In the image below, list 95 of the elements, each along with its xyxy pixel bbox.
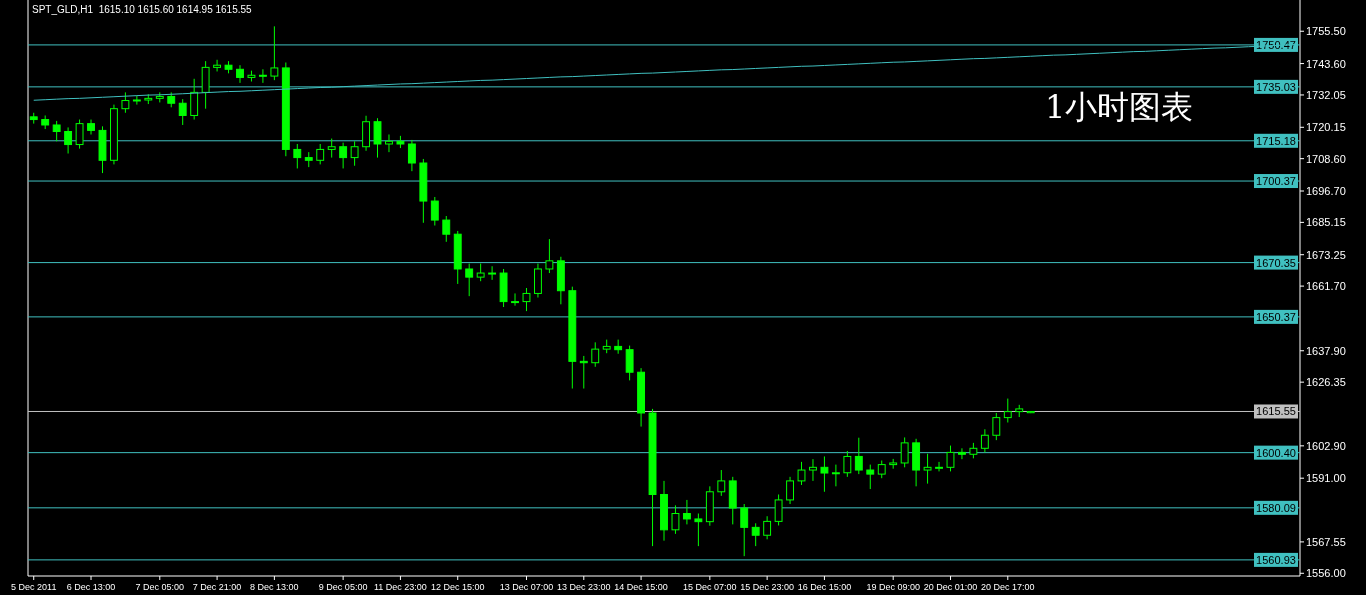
chart-title: SPT_GLD,H1 1615.10 1615.60 1614.95 1615.55 xyxy=(32,4,253,15)
ref-line-label: 1735.03 xyxy=(1256,80,1296,93)
y-tick-label: 1732.05 xyxy=(1306,88,1346,101)
candlestick xyxy=(442,215,451,243)
x-tick-label: 16 Dec 15:00 xyxy=(797,582,852,592)
y-tick-label: 1661.70 xyxy=(1306,280,1346,293)
candlestick xyxy=(797,461,806,486)
candlestick xyxy=(751,522,760,547)
candlestick xyxy=(465,263,474,297)
candlestick xyxy=(522,287,531,312)
candlestick xyxy=(339,142,348,169)
candlestick xyxy=(786,476,794,505)
candlestick xyxy=(293,143,302,169)
x-tick-label: 8 Dec 13:00 xyxy=(250,582,299,592)
x-tick-label: 15 Dec 23:00 xyxy=(740,582,794,592)
candlestick xyxy=(373,117,382,159)
x-tick-label: 14 Dec 15:00 xyxy=(614,582,668,592)
candlestick xyxy=(178,98,187,126)
ref-line-label: 1700.37 xyxy=(1256,175,1296,188)
x-tick-label: 7 Dec 05:00 xyxy=(135,582,185,592)
y-tick-label: 1696.70 xyxy=(1306,185,1346,197)
y-tick-label: 1755.50 xyxy=(1306,25,1346,38)
candlestick xyxy=(740,503,749,557)
candlestick xyxy=(625,345,634,381)
candlestick xyxy=(350,140,359,167)
candlestick xyxy=(591,341,600,368)
x-tick-label: 13 Dec 07:00 xyxy=(499,582,554,592)
candlestick xyxy=(236,64,244,84)
ref-line-label: 1670.35 xyxy=(1256,256,1296,269)
ref-line-label: 1560.93 xyxy=(1256,553,1296,566)
x-tick-label: 15 Dec 07:00 xyxy=(683,582,737,592)
candlestick xyxy=(866,464,875,490)
candlestick xyxy=(132,95,141,106)
x-tick-label: 19 Dec 09:00 xyxy=(866,582,920,592)
y-tick-label: 1602.90 xyxy=(1306,439,1346,452)
candlestick xyxy=(671,504,680,535)
annotation: 1小时图表 xyxy=(1045,88,1194,126)
ref-line-label: 1580.09 xyxy=(1256,501,1296,514)
candlestick xyxy=(316,143,325,165)
x-tick-label: 20 Dec 01:00 xyxy=(923,582,978,592)
candlestick xyxy=(820,455,829,493)
y-tick-label: 1591.00 xyxy=(1306,472,1346,485)
candlestick xyxy=(270,25,279,81)
candlestick xyxy=(511,292,519,307)
x-tick-label: 13 Dec 23:00 xyxy=(557,582,611,592)
y-tick-label: 1556.00 xyxy=(1306,567,1346,580)
candlestick xyxy=(488,265,497,281)
x-tick-label: 20 Dec 17:00 xyxy=(981,582,1035,592)
candlestick xyxy=(75,119,84,150)
candlestick xyxy=(843,450,852,478)
candlestick xyxy=(52,120,61,142)
x-tick-label: 5 Dec 2011 xyxy=(11,582,57,592)
y-tick-label: 1685.15 xyxy=(1306,216,1346,229)
candlestick xyxy=(900,436,909,468)
x-tick-label: 12 Dec 15:00 xyxy=(430,582,485,592)
y-tick-label: 1743.60 xyxy=(1306,57,1346,70)
candlestick xyxy=(763,515,772,540)
x-tick-label: 7 Dec 21:00 xyxy=(192,582,242,592)
candlestick xyxy=(946,445,955,472)
x-tick-label: 9 Dec 05:00 xyxy=(318,582,368,592)
candlestick xyxy=(935,461,943,472)
candlestick xyxy=(327,138,336,159)
candlestick xyxy=(694,513,703,547)
y-tick-label: 1637.90 xyxy=(1306,344,1346,357)
candlestick xyxy=(717,469,726,497)
candlestick xyxy=(1003,398,1012,423)
x-tick-label: 6 Dec 13:00 xyxy=(66,582,116,592)
y-tick-label: 1720.15 xyxy=(1306,121,1346,134)
y-tick-label: 1673.25 xyxy=(1306,248,1346,261)
candlestick xyxy=(774,493,783,526)
candlestick xyxy=(385,133,393,153)
candlestick xyxy=(258,68,267,84)
candlestick xyxy=(121,91,130,114)
candlestick xyxy=(923,453,932,485)
candlestick xyxy=(980,428,989,453)
y-tick-label: 1708.60 xyxy=(1306,152,1346,165)
y-tick-label: 1626.35 xyxy=(1306,376,1346,389)
candlestick xyxy=(430,196,439,227)
candlestick xyxy=(213,59,222,72)
candlestick xyxy=(545,238,554,274)
ref-line-label: 1650.37 xyxy=(1256,310,1296,323)
candlestick xyxy=(64,126,73,155)
candlestick xyxy=(992,412,1001,441)
candlestick xyxy=(831,464,840,487)
candlestick xyxy=(407,139,416,172)
ref-line-label: 1600.40 xyxy=(1256,446,1296,459)
candlestick xyxy=(854,437,863,475)
x-tick-label: 11 Dec 23:00 xyxy=(373,582,427,592)
ref-line-label: 1615.55 xyxy=(1256,405,1296,418)
candlestick xyxy=(682,499,691,525)
candlestick xyxy=(958,447,966,460)
y-tick-label: 1567.55 xyxy=(1306,535,1346,548)
candlestick xyxy=(809,458,817,482)
candlestick xyxy=(190,78,199,121)
ref-line-label: 1715.18 xyxy=(1256,134,1296,147)
